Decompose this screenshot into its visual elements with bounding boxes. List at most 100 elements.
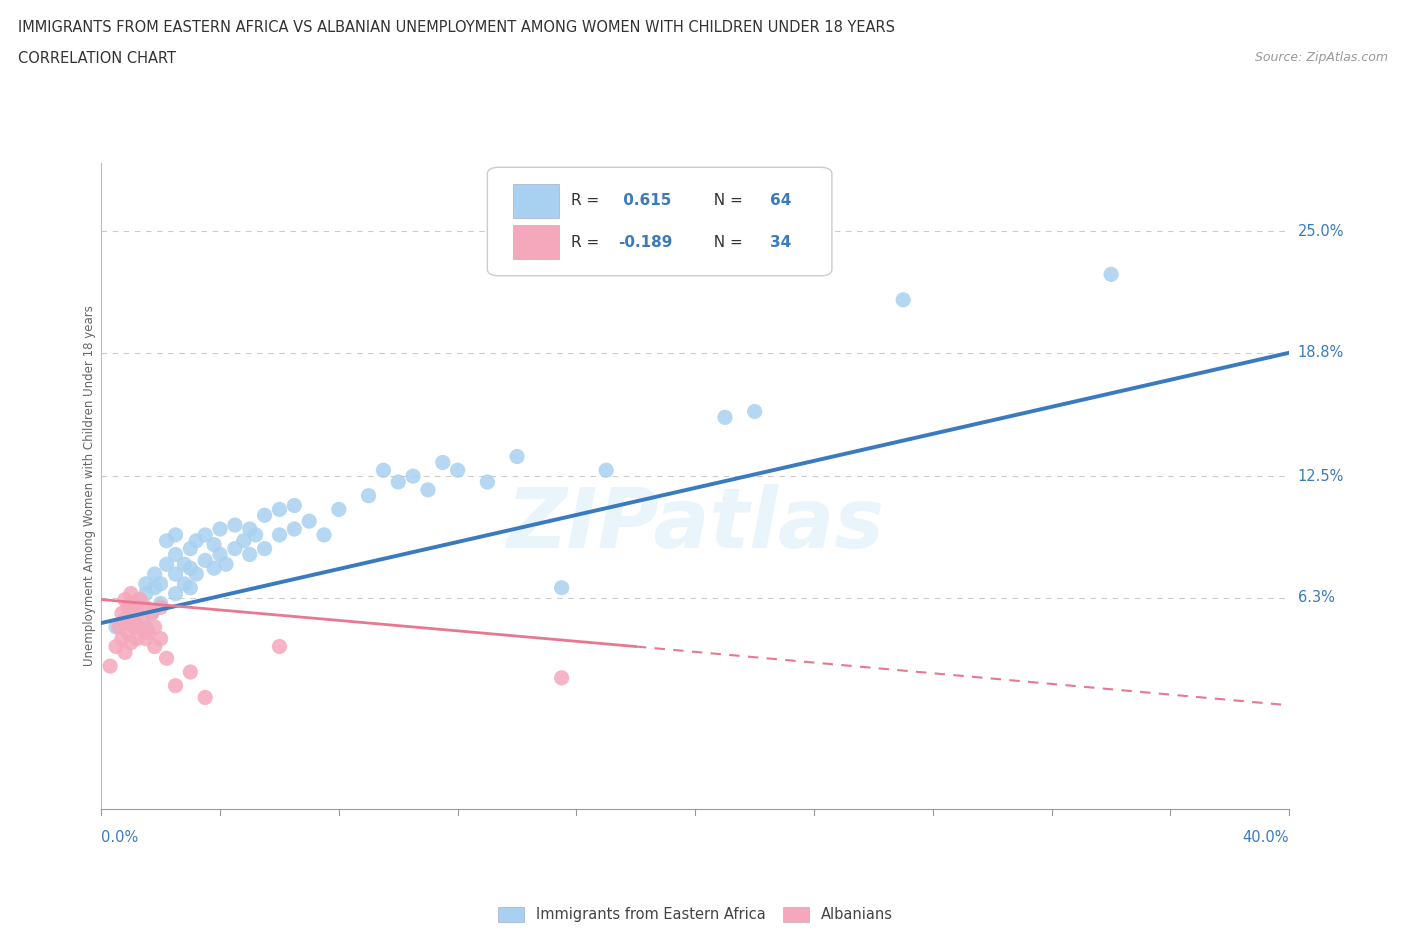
Point [328,502,350,517]
Point [283,498,305,513]
Point [202,538,225,552]
Point [132,612,155,627]
Point [98,658,121,673]
Point [143,619,166,634]
Point [298,513,321,528]
Point [387,474,409,489]
Point [120,635,142,650]
Point [506,449,529,464]
Point [155,557,177,572]
Text: 34: 34 [770,234,792,250]
Point [135,577,157,591]
Point [120,612,142,627]
Point [128,592,150,607]
Point [357,488,380,503]
Y-axis label: Unemployment Among Women with Children Under 18 years: Unemployment Among Women with Children U… [83,305,96,667]
Text: Source: ZipAtlas.com: Source: ZipAtlas.com [1254,51,1388,64]
Point [141,605,163,620]
Point [135,586,157,601]
Text: 18.8%: 18.8% [1298,345,1344,360]
Point [173,557,195,572]
Point [179,665,201,680]
Point [402,469,425,484]
Point [141,605,163,620]
Point [125,600,148,615]
Point [253,508,276,523]
Point [135,600,157,615]
Point [128,592,150,607]
Point [194,527,217,542]
Point [232,533,254,548]
Point [149,600,172,615]
Point [432,455,454,470]
Point [128,619,150,634]
Point [179,580,201,595]
Point [143,566,166,581]
Point [149,577,172,591]
Point [269,639,291,654]
Point [155,533,177,548]
Text: 6.3%: 6.3% [1298,590,1334,605]
Point [550,580,572,595]
Point [114,592,136,607]
Point [117,600,139,615]
Point [416,483,439,498]
Text: 0.0%: 0.0% [101,830,138,844]
Point [105,619,128,634]
Point [114,612,136,627]
Text: ZIPatlas: ZIPatlas [506,485,884,565]
Point [135,631,157,646]
Point [125,631,148,646]
Point [239,522,262,537]
Point [269,527,291,542]
Point [111,631,134,646]
Point [165,527,187,542]
Point [186,566,208,581]
Point [117,625,139,640]
Point [179,541,201,556]
Point [173,577,195,591]
Point [114,645,136,660]
Text: -0.189: -0.189 [619,234,672,250]
Point [446,463,468,478]
Point [111,605,134,620]
Text: 40.0%: 40.0% [1243,830,1289,844]
Text: 64: 64 [770,193,792,208]
Point [179,561,201,576]
Point [312,527,335,542]
Point [143,639,166,654]
Point [550,671,572,685]
Point [714,410,737,425]
Point [108,619,131,634]
Text: R =: R = [571,234,603,250]
Legend: Immigrants from Eastern Africa, Albanians: Immigrants from Eastern Africa, Albanian… [492,901,898,928]
Point [194,553,217,568]
Point [208,547,231,562]
Point [1099,267,1122,282]
Text: 12.5%: 12.5% [1298,469,1344,484]
Point [245,527,267,542]
Point [120,586,142,601]
FancyBboxPatch shape [513,225,558,259]
Text: N =: N = [703,193,747,208]
Point [122,596,145,611]
Point [138,625,160,640]
Point [194,690,217,705]
Point [891,292,914,307]
Point [135,619,157,634]
FancyBboxPatch shape [513,184,558,218]
Point [186,533,208,548]
Point [165,547,187,562]
Point [253,541,276,556]
Text: R =: R = [571,193,603,208]
Point [149,596,172,611]
Point [165,566,187,581]
Point [744,404,766,418]
Point [477,474,499,489]
Point [224,518,246,533]
Point [120,596,142,611]
Text: 0.615: 0.615 [619,193,672,208]
Point [149,631,172,646]
Point [202,561,225,576]
Point [165,678,187,693]
